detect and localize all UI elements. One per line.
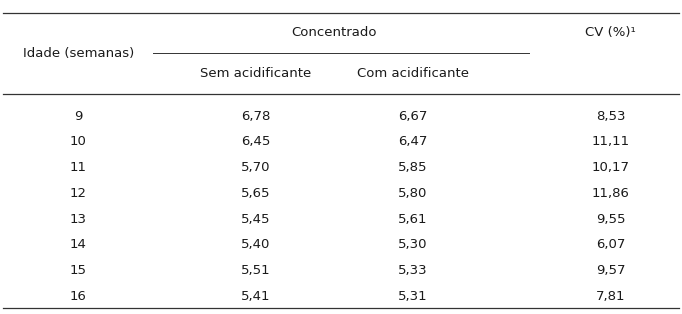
Text: 13: 13 <box>70 213 87 226</box>
Text: 10,17: 10,17 <box>591 161 629 174</box>
Text: CV (%)¹: CV (%)¹ <box>585 26 636 40</box>
Text: 9: 9 <box>74 110 83 123</box>
Text: Com acidificante: Com acidificante <box>357 67 469 80</box>
Text: 5,65: 5,65 <box>241 187 271 200</box>
Text: 11,11: 11,11 <box>591 135 629 149</box>
Text: 5,30: 5,30 <box>398 238 428 252</box>
Text: 12: 12 <box>70 187 87 200</box>
Text: 9,57: 9,57 <box>595 264 625 277</box>
Text: 7,81: 7,81 <box>595 290 625 303</box>
Text: 8,53: 8,53 <box>595 110 625 123</box>
Text: 6,07: 6,07 <box>595 238 625 252</box>
Text: 5,85: 5,85 <box>398 161 428 174</box>
Text: 11: 11 <box>70 161 87 174</box>
Text: 5,31: 5,31 <box>398 290 428 303</box>
Text: Concentrado: Concentrado <box>291 26 377 40</box>
Text: 10: 10 <box>70 135 87 149</box>
Text: 14: 14 <box>70 238 87 252</box>
Text: 6,45: 6,45 <box>241 135 271 149</box>
Text: 5,33: 5,33 <box>398 264 428 277</box>
Text: 5,45: 5,45 <box>241 213 271 226</box>
Text: Sem acidificante: Sem acidificante <box>200 67 312 80</box>
Text: Idade (semanas): Idade (semanas) <box>23 47 134 60</box>
Text: 5,41: 5,41 <box>241 290 271 303</box>
Text: 6,47: 6,47 <box>398 135 428 149</box>
Text: 5,70: 5,70 <box>241 161 271 174</box>
Text: 5,51: 5,51 <box>241 264 271 277</box>
Text: 5,61: 5,61 <box>398 213 428 226</box>
Text: 5,40: 5,40 <box>241 238 271 252</box>
Text: 9,55: 9,55 <box>595 213 625 226</box>
Text: 5,80: 5,80 <box>398 187 428 200</box>
Text: 16: 16 <box>70 290 87 303</box>
Text: 6,78: 6,78 <box>241 110 271 123</box>
Text: 11,86: 11,86 <box>591 187 629 200</box>
Text: 15: 15 <box>70 264 87 277</box>
Text: 6,67: 6,67 <box>398 110 428 123</box>
